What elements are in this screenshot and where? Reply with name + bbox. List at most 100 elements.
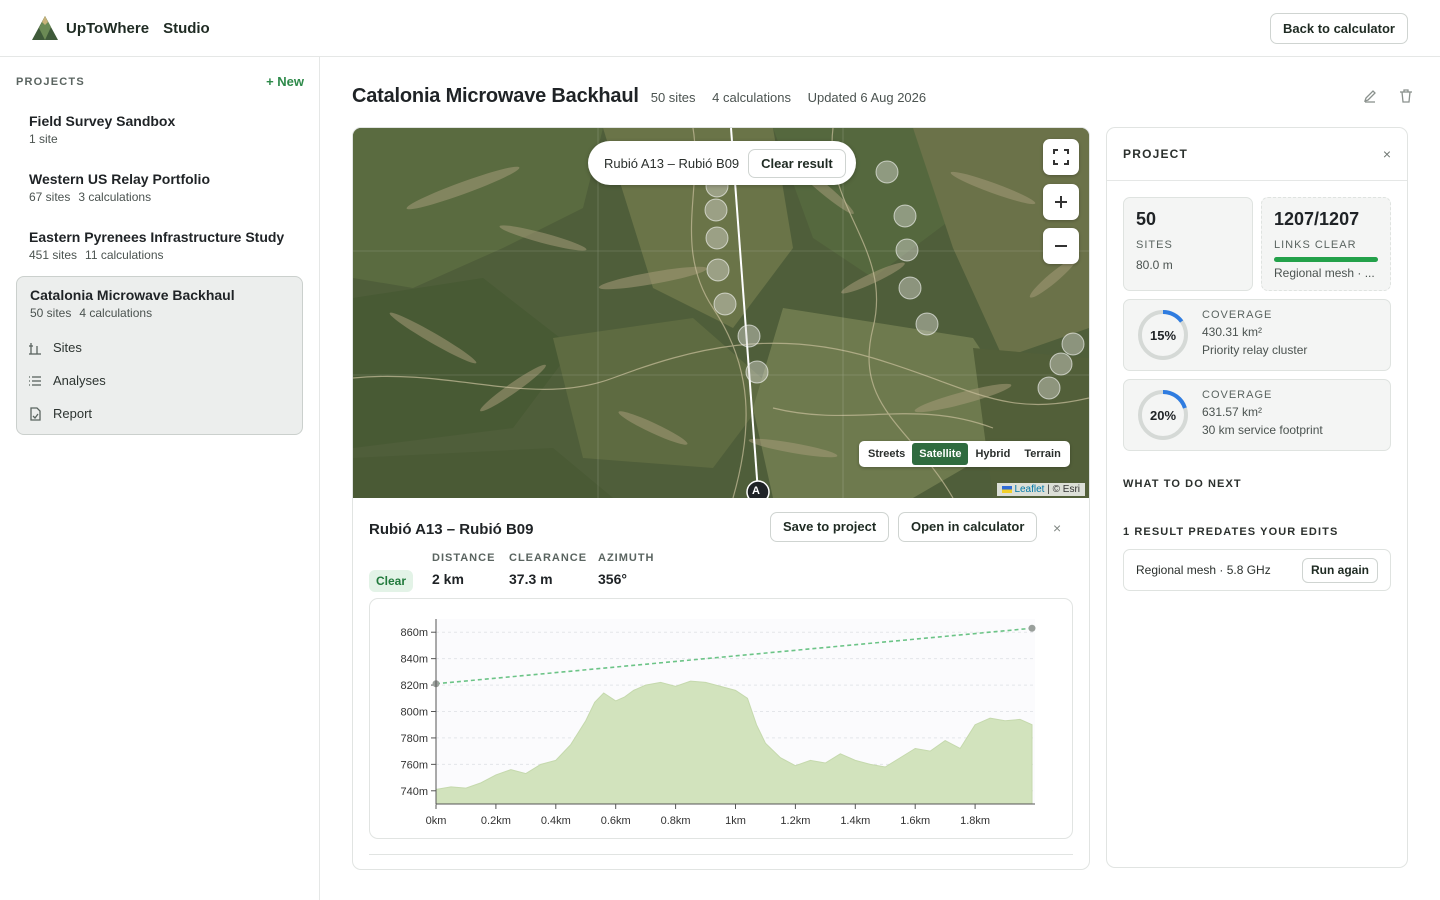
page-title: Catalonia Microwave Backhaul bbox=[352, 85, 639, 107]
basemap-terrain[interactable]: Terrain bbox=[1024, 448, 1061, 460]
coverage-tile-1[interactable]: 15% COVERAGE 430.31 km² Priority relay c… bbox=[1123, 299, 1391, 371]
close-panel-icon[interactable]: × bbox=[1382, 146, 1391, 162]
x-tick-label: 1.8km bbox=[960, 815, 990, 827]
minus-icon bbox=[1055, 245, 1067, 247]
project-subnav: Sites Analyses Report bbox=[27, 331, 289, 430]
selected-link-pill: Rubió A13 – Rubió B09 Clear result bbox=[588, 141, 856, 185]
project-sites: 1 site bbox=[29, 132, 58, 146]
title-row: Catalonia Microwave Backhaul 50 sites 4 … bbox=[352, 85, 939, 108]
zoom-in-button[interactable] bbox=[1043, 184, 1079, 220]
satellite-map[interactable]: A Rubió A13 – Rubió B09 Clear result Str… bbox=[353, 128, 1089, 498]
result-title: Rubió A13 – Rubió B09 bbox=[369, 521, 534, 538]
map-marker-a-label: A bbox=[752, 485, 760, 497]
zoom-out-button[interactable] bbox=[1043, 228, 1079, 264]
run-again-button[interactable]: Run again bbox=[1301, 557, 1378, 583]
project-calc-count: 4 calculations bbox=[712, 90, 791, 105]
subnav-label: Sites bbox=[53, 340, 82, 355]
coverage-area: 430.31 km² bbox=[1202, 325, 1263, 339]
coverage-label: COVERAGE bbox=[1202, 309, 1273, 321]
project-sites: 67 sites bbox=[29, 190, 71, 204]
studio-label[interactable]: Studio bbox=[163, 19, 210, 37]
panel-header: PROJECT × bbox=[1107, 128, 1407, 181]
coverage-pct-2: 20% bbox=[1150, 408, 1176, 423]
coverage-tile-2[interactable]: 20% COVERAGE 631.57 km² 30 km service fo… bbox=[1123, 379, 1391, 451]
report-icon bbox=[30, 406, 41, 421]
next-steps-heading: WHAT TO DO NEXT bbox=[1123, 478, 1242, 490]
sidebar-project-western-us[interactable]: Western US Relay Portfolio 67 sites 3 cal… bbox=[16, 171, 303, 204]
x-tick-label: 0.6km bbox=[601, 815, 631, 827]
fullscreen-button[interactable] bbox=[1043, 139, 1079, 175]
project-name: Western US Relay Portfolio bbox=[29, 171, 211, 187]
save-to-project-button[interactable]: Save to project bbox=[770, 512, 890, 542]
links-count: 1207/1207 bbox=[1274, 209, 1360, 229]
sidebar: PROJECTS + New Field Survey Sandbox 1 si… bbox=[0, 57, 320, 900]
sites-sub: 80.0 m bbox=[1136, 258, 1173, 272]
subnav-label: Report bbox=[53, 406, 93, 421]
divider bbox=[369, 854, 1073, 855]
coverage-text-2: COVERAGE 631.57 km² 30 km service footpr… bbox=[1202, 389, 1323, 437]
clearance-label: CLEARANCE bbox=[509, 552, 588, 564]
coverage-label: COVERAGE bbox=[1202, 389, 1273, 401]
y-tick-label: 740m bbox=[400, 786, 428, 798]
leaflet-link[interactable]: Leaflet bbox=[1014, 484, 1045, 495]
sites-icon bbox=[29, 342, 41, 355]
back-to-calculator-button[interactable]: Back to calculator bbox=[1270, 13, 1408, 44]
coverage-area: 631.57 km² bbox=[1202, 405, 1263, 419]
x-tick-label: 1.6km bbox=[900, 815, 930, 827]
links-progress-bar bbox=[1274, 257, 1378, 262]
map-attribution: Leaflet | © Esri bbox=[996, 483, 1085, 496]
coverage-text-1: COVERAGE 430.31 km² Priority relay clust… bbox=[1202, 309, 1307, 357]
basemap-switcher: Streets Satellite Hybrid Terrain bbox=[859, 441, 1070, 467]
status-badge: Clear bbox=[369, 570, 414, 592]
project-meta: 50 sites 4 calculations bbox=[30, 306, 289, 320]
stale-result-item: Regional mesh · 5.8 GHz Run again bbox=[1123, 549, 1391, 591]
distance-value: 2 km bbox=[432, 571, 464, 587]
links-label: LINKS CLEAR bbox=[1274, 239, 1357, 251]
project-meta: 451 sites 11 calculations bbox=[29, 248, 290, 262]
subnav-item-analyses[interactable]: Analyses bbox=[27, 364, 289, 397]
updated-date: Updated 6 Aug 2026 bbox=[807, 90, 927, 105]
attribution-text: | © Esri bbox=[1044, 484, 1080, 495]
project-calcs: 11 calculations bbox=[85, 248, 164, 262]
terrain-area bbox=[435, 680, 1033, 805]
plus-icon bbox=[1055, 196, 1067, 208]
clear-result-button[interactable]: Clear result bbox=[748, 148, 846, 178]
projects-header: PROJECTS + New bbox=[16, 74, 304, 89]
open-in-calculator-button[interactable]: Open in calculator bbox=[898, 512, 1038, 542]
links-sub: Regional mesh · ... bbox=[1274, 266, 1375, 280]
main-content: Catalonia Microwave Backhaul 50 sites 4 … bbox=[320, 57, 1440, 900]
line-of-sight bbox=[435, 627, 1033, 685]
distance-stat: DISTANCE 2 km bbox=[432, 552, 495, 587]
sidebar-project-catalonia-active[interactable]: Catalonia Microwave Backhaul 50 sites 4 c… bbox=[16, 276, 303, 435]
trash-icon[interactable] bbox=[1398, 88, 1414, 104]
project-calcs: 3 calculations bbox=[78, 190, 152, 204]
x-tick-label: 1.2km bbox=[780, 815, 810, 827]
fullscreen-icon bbox=[1053, 149, 1069, 165]
new-project-button[interactable]: + New bbox=[266, 74, 304, 89]
basemap-satellite[interactable]: Satellite bbox=[912, 443, 969, 465]
basemap-streets[interactable]: Streets bbox=[868, 448, 906, 460]
title-actions bbox=[1362, 88, 1414, 104]
basemap-hybrid[interactable]: Hybrid bbox=[975, 448, 1011, 460]
stale-results-heading: 1 RESULT PREDATES YOUR EDITS bbox=[1123, 526, 1339, 538]
project-sites: 50 sites bbox=[30, 306, 72, 320]
top-bar: UpToWhere Studio Back to calculator bbox=[0, 0, 1440, 57]
subnav-item-report[interactable]: Report bbox=[27, 397, 289, 430]
azimuth-value: 356° bbox=[598, 571, 627, 587]
y-tick-label: 780m bbox=[400, 733, 428, 745]
project-name: Field Survey Sandbox bbox=[29, 113, 176, 129]
brand[interactable]: UpToWhere Studio bbox=[31, 14, 210, 42]
subnav-item-sites[interactable]: Sites bbox=[27, 331, 289, 364]
links-progress-fill bbox=[1274, 257, 1378, 262]
x-tick-label: 0km bbox=[426, 815, 447, 827]
coverage-name: 30 km service footprint bbox=[1202, 423, 1323, 437]
sidebar-project-field-survey[interactable]: Field Survey Sandbox 1 site bbox=[16, 113, 303, 146]
title-meta: 50 sites 4 calculations Updated 6 Aug 20… bbox=[651, 90, 939, 105]
sidebar-project-eastern-pyrenees[interactable]: Eastern Pyrenees Infrastructure Study 45… bbox=[16, 229, 303, 262]
elevation-profile-chart: 860m 840m 820m 800m 780m 760m 740m 0km 0.2km 0.4k… bbox=[369, 598, 1073, 839]
edit-pencil-icon[interactable] bbox=[1362, 88, 1378, 104]
project-site-count: 50 sites bbox=[650, 90, 696, 105]
x-tick-label: 1km bbox=[725, 815, 746, 827]
x-tick-label: 0.8km bbox=[661, 815, 691, 827]
close-result-icon[interactable]: × bbox=[1053, 520, 1062, 536]
